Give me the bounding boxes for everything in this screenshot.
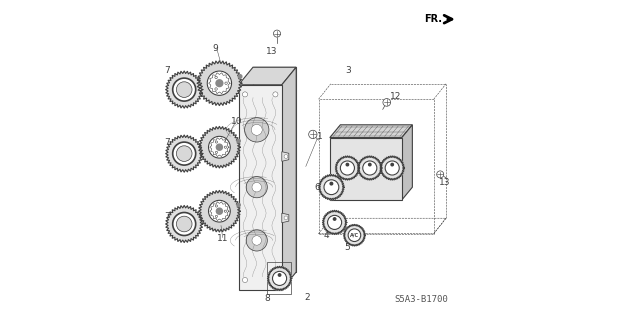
Text: 11: 11	[217, 234, 228, 243]
Circle shape	[237, 139, 240, 143]
Circle shape	[224, 146, 226, 148]
Polygon shape	[281, 213, 289, 223]
Circle shape	[328, 215, 342, 229]
Polygon shape	[281, 67, 296, 290]
Circle shape	[237, 203, 240, 207]
Circle shape	[330, 182, 333, 185]
Circle shape	[273, 277, 278, 283]
Polygon shape	[281, 152, 289, 161]
Circle shape	[207, 71, 231, 95]
Text: A/C: A/C	[350, 233, 359, 238]
Circle shape	[324, 180, 339, 195]
Text: 5: 5	[344, 243, 350, 252]
Text: 12: 12	[390, 92, 401, 100]
Polygon shape	[198, 190, 240, 232]
Circle shape	[385, 161, 399, 175]
Polygon shape	[335, 156, 359, 180]
Polygon shape	[197, 61, 242, 106]
Circle shape	[209, 136, 230, 158]
Polygon shape	[330, 138, 402, 200]
Circle shape	[172, 142, 196, 165]
Text: 1: 1	[318, 132, 323, 141]
Circle shape	[242, 92, 247, 97]
Circle shape	[215, 76, 217, 79]
Circle shape	[251, 124, 262, 135]
Polygon shape	[330, 125, 412, 138]
Polygon shape	[402, 125, 412, 200]
Text: 8: 8	[264, 294, 269, 303]
Text: 3: 3	[345, 66, 351, 75]
Text: 4: 4	[324, 231, 330, 240]
Circle shape	[215, 88, 217, 90]
Circle shape	[242, 277, 247, 283]
Text: 9: 9	[212, 44, 218, 52]
Circle shape	[363, 161, 377, 175]
Circle shape	[224, 210, 226, 212]
Polygon shape	[358, 156, 382, 180]
Circle shape	[216, 208, 223, 214]
Text: 2: 2	[304, 293, 309, 302]
Circle shape	[383, 99, 391, 106]
Circle shape	[437, 171, 444, 178]
Circle shape	[309, 130, 317, 139]
Text: 7: 7	[164, 66, 169, 75]
Circle shape	[216, 151, 217, 154]
Text: 10: 10	[231, 117, 243, 126]
Circle shape	[225, 82, 228, 84]
Polygon shape	[238, 85, 281, 290]
Circle shape	[278, 274, 281, 276]
Polygon shape	[380, 156, 404, 180]
Circle shape	[252, 236, 261, 245]
Text: 7: 7	[164, 138, 169, 147]
Circle shape	[340, 161, 354, 175]
Circle shape	[216, 144, 223, 150]
Polygon shape	[323, 210, 347, 235]
Circle shape	[273, 30, 280, 37]
Polygon shape	[344, 224, 365, 246]
Circle shape	[252, 182, 261, 192]
Circle shape	[216, 80, 223, 87]
Circle shape	[216, 205, 217, 207]
Circle shape	[348, 229, 361, 242]
Circle shape	[273, 92, 278, 97]
Circle shape	[246, 177, 268, 198]
Circle shape	[209, 200, 230, 222]
Circle shape	[216, 215, 217, 218]
Circle shape	[238, 75, 242, 78]
Circle shape	[176, 82, 192, 97]
Polygon shape	[165, 135, 203, 172]
Text: 6: 6	[314, 183, 320, 192]
Circle shape	[284, 155, 288, 158]
Polygon shape	[253, 67, 296, 272]
Polygon shape	[268, 266, 292, 291]
Text: S5A3-B1700: S5A3-B1700	[394, 295, 448, 304]
Circle shape	[172, 212, 196, 236]
Polygon shape	[165, 205, 203, 243]
Circle shape	[172, 78, 196, 101]
Text: 13: 13	[266, 47, 277, 56]
Circle shape	[216, 141, 217, 143]
Circle shape	[246, 230, 268, 251]
Polygon shape	[165, 71, 203, 108]
Polygon shape	[238, 67, 296, 85]
Text: 7: 7	[164, 212, 169, 221]
Circle shape	[176, 146, 192, 161]
Circle shape	[391, 164, 394, 166]
Text: 13: 13	[439, 178, 450, 187]
Circle shape	[346, 164, 349, 166]
Circle shape	[273, 271, 287, 285]
Circle shape	[333, 218, 336, 220]
Polygon shape	[198, 126, 240, 168]
Text: FR.: FR.	[424, 14, 442, 24]
Circle shape	[368, 164, 371, 166]
Circle shape	[176, 216, 192, 232]
Circle shape	[284, 216, 288, 220]
Polygon shape	[319, 174, 344, 200]
Circle shape	[245, 118, 269, 142]
